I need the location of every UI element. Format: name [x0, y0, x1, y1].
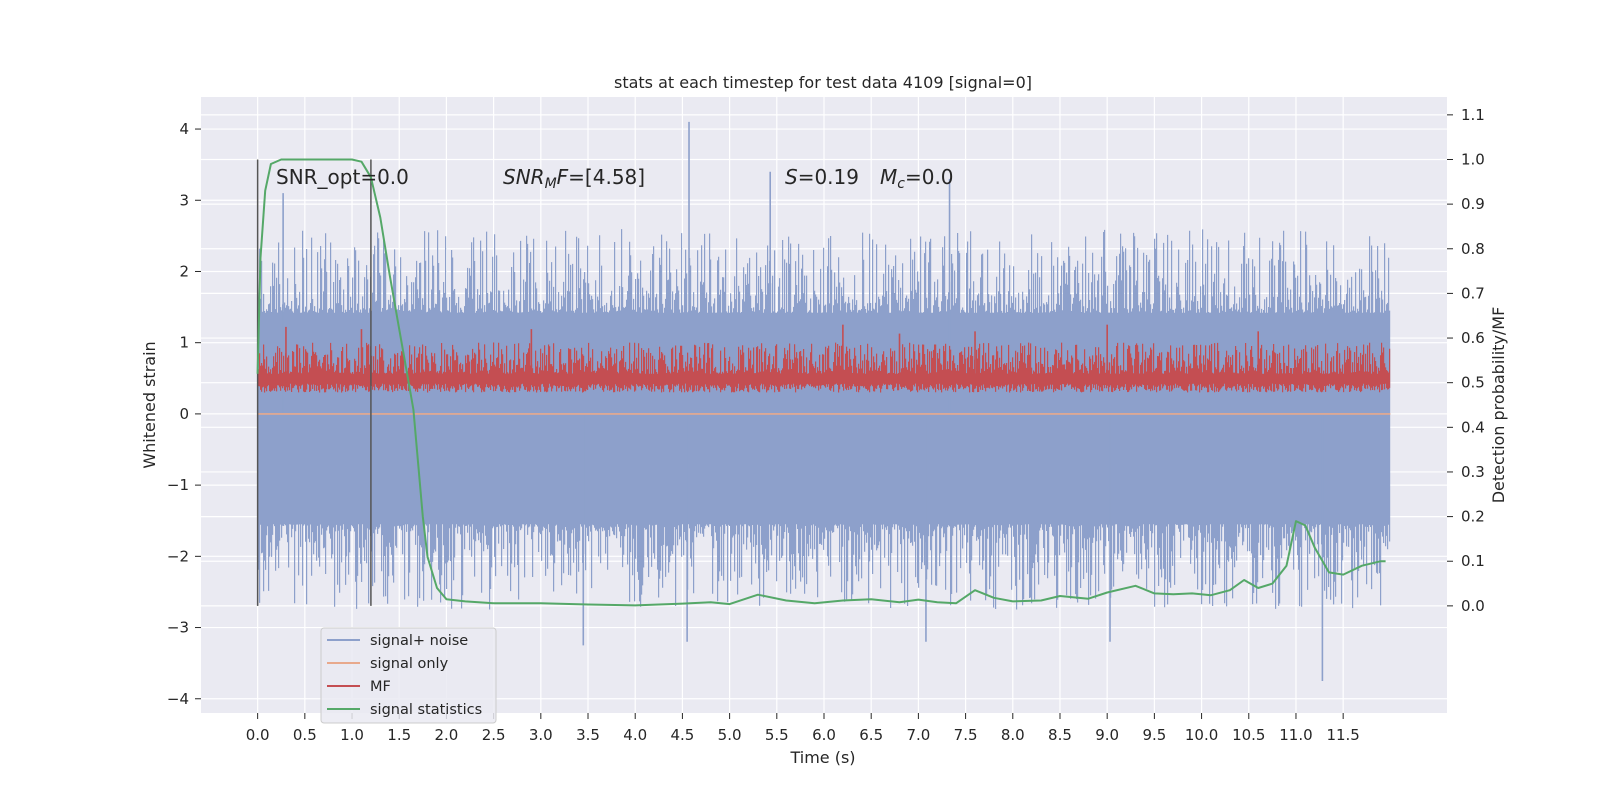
y-tick-label-right: 1.0	[1461, 150, 1485, 168]
annotation-part: F	[557, 165, 569, 189]
legend-label-signal-statistics: signal statistics	[370, 702, 482, 718]
y-tick-label-left: 3	[179, 191, 189, 209]
y-tick-label-right: 0.5	[1461, 374, 1485, 392]
x-tick-label: 2.5	[482, 726, 506, 744]
x-tick-label: 3.0	[529, 726, 553, 744]
x-tick-label: 7.0	[906, 726, 930, 744]
x-tick-label: 3.5	[576, 726, 600, 744]
annotation-part: =0.19	[798, 165, 859, 189]
y-tick-label-right: 0.8	[1461, 240, 1485, 258]
y-tick-label-right: 0.4	[1461, 418, 1485, 436]
legend-box	[320, 627, 497, 724]
y-tick-label-left: −3	[167, 619, 189, 637]
annotations: SNR_opt=0.0 SNRMF=[4.58] S=0.19 Mc=0.0	[276, 165, 954, 192]
series-signal-statistics	[256, 158, 1386, 607]
x-tick-label: 7.5	[954, 726, 978, 744]
x-tick-label: 9.0	[1095, 726, 1119, 744]
y-tick-label-right: 0.2	[1461, 508, 1485, 526]
y-tick-label-right: 0.9	[1461, 195, 1485, 213]
y-tick-label-right: 0.6	[1461, 329, 1485, 347]
x-tick-label: 4.0	[623, 726, 647, 744]
x-tick-label: 10.0	[1185, 726, 1218, 744]
y-tick-label-left: 2	[179, 262, 189, 280]
annotation-part: =0.0	[905, 165, 954, 189]
annotation-snr-opt: SNR_opt=0.0	[276, 165, 409, 189]
x-tick-label: 5.0	[718, 726, 742, 744]
axes: 0.0 0.5 1.0 1.5 2.0 2.5 3.0 3.5 4.0 4.5 5.0 5.5 6.0 6…	[167, 106, 1485, 744]
x-tick-label: 6.5	[859, 726, 883, 744]
x-tick-label: 11.5	[1326, 726, 1359, 744]
annotation-part: =[4.58]	[568, 165, 645, 189]
annotation-part: M	[880, 165, 897, 189]
x-tick-label: 2.0	[434, 726, 458, 744]
series-layer	[256, 121, 1391, 681]
x-tick-label: 0.5	[293, 726, 317, 744]
annotation-part: SNR	[503, 165, 545, 189]
legend-label-signal-only: signal only	[370, 656, 449, 672]
y-tick-label-right: 1.1	[1461, 106, 1485, 124]
y-tick-label-left: 1	[179, 334, 189, 352]
y-tick-label-right: 0.0	[1461, 597, 1485, 615]
y-axis-label-right: Detection probability/MF	[1489, 307, 1508, 504]
x-tick-label: 5.5	[765, 726, 789, 744]
annotation-part: c	[897, 176, 905, 192]
x-tick-label: 6.0	[812, 726, 836, 744]
legend-label-mf: MF	[370, 679, 391, 695]
x-tick-label: 10.5	[1232, 726, 1265, 744]
x-tick-label: 1.5	[387, 726, 411, 744]
y-tick-label-left: 0	[179, 405, 189, 423]
legend-label-signal-noise: signal+ noise	[370, 633, 468, 649]
x-tick-label: 11.0	[1279, 726, 1312, 744]
x-tick-label: 8.0	[1001, 726, 1025, 744]
y-tick-label-right: 0.7	[1461, 284, 1485, 302]
chart-title: stats at each timestep for test data 410…	[614, 73, 1032, 92]
annotation-part: M	[545, 176, 557, 192]
y-tick-label-right: 0.1	[1461, 552, 1485, 570]
x-tick-label: 1.0	[340, 726, 364, 744]
x-axis-label: Time (s)	[789, 748, 855, 767]
annotation-snr-mf: SNRMF=[4.58]	[503, 165, 645, 192]
annotation-mc: Mc=0.0	[880, 165, 954, 192]
legend: signal+ noise signal only MF signal stat…	[320, 627, 497, 724]
annotation-part: S	[785, 165, 798, 189]
y-tick-label-right: 0.3	[1461, 463, 1485, 481]
x-tick-label: 0.0	[246, 726, 270, 744]
x-tick-label: 9.5	[1142, 726, 1166, 744]
y-axis-label-left: Whitened strain	[140, 341, 159, 468]
y-tick-label-left: 4	[179, 120, 189, 138]
x-tick-label: 8.5	[1048, 726, 1072, 744]
annotation-s: S=0.19	[785, 165, 859, 189]
y-tick-label-left: −2	[167, 547, 189, 565]
y-tick-label-left: −1	[167, 476, 189, 494]
y-tick-label-left: −4	[167, 690, 189, 708]
x-tick-label: 4.5	[670, 726, 694, 744]
